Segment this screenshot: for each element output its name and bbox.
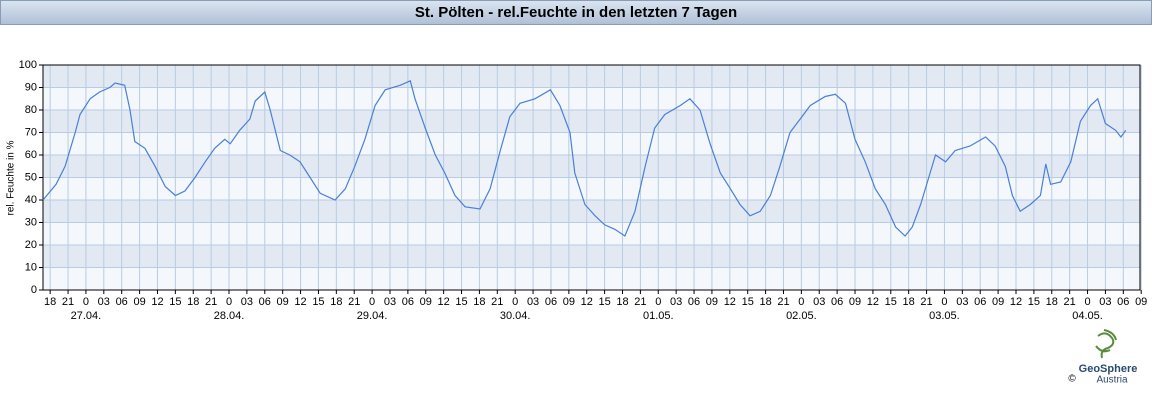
x-tick-label: 18 [759, 296, 771, 308]
copyright: © [1068, 374, 1076, 385]
x-tick-label: 21 [348, 296, 360, 308]
x-tick-label: 12 [1010, 296, 1022, 308]
x-tick-label: 0 [512, 296, 518, 308]
x-tick-label: 12 [294, 296, 306, 308]
x-tick-label: 09 [563, 296, 575, 308]
x-tick-label: 03 [527, 296, 539, 308]
date-label: 02.05. [786, 310, 817, 322]
x-tick-label: 18 [903, 296, 915, 308]
x-tick-label: 03 [1099, 296, 1111, 308]
y-tick-label: 10 [25, 261, 37, 273]
date-label: 01.05. [643, 310, 674, 322]
y-tick-label: 40 [25, 194, 37, 206]
x-tick-label: 15 [312, 296, 324, 308]
x-tick-label: 09 [133, 296, 145, 308]
title-bar [0, 0, 1152, 25]
y-tick-label: 0 [31, 284, 37, 296]
x-tick-label: 12 [151, 296, 163, 308]
grid-band [43, 245, 1140, 268]
x-tick-label: 15 [455, 296, 467, 308]
x-tick-label: 18 [1046, 296, 1058, 308]
x-tick-label: 09 [420, 296, 432, 308]
x-tick-label: 18 [330, 296, 342, 308]
x-tick-label: 12 [438, 296, 450, 308]
x-tick-label: 15 [598, 296, 610, 308]
logo-name: GeoSphere [1079, 363, 1138, 375]
logo: GeoSphere Austria © [1068, 329, 1138, 386]
x-tick-label: 03 [956, 296, 968, 308]
x-tick-label: 0 [798, 296, 804, 308]
x-tick-label: 21 [777, 296, 789, 308]
x-tick-label: 15 [885, 296, 897, 308]
x-tick-label: 09 [992, 296, 1004, 308]
y-tick-label: 60 [25, 149, 37, 161]
x-tick-label: 21 [634, 296, 646, 308]
grid-band [43, 110, 1140, 133]
date-label: 03.05. [929, 310, 960, 322]
x-tick-label: 0 [369, 296, 375, 308]
x-tick-label: 06 [831, 296, 843, 308]
date-label: 27.04. [71, 310, 102, 322]
x-tick-label: 06 [688, 296, 700, 308]
x-tick-label: 0 [83, 296, 89, 308]
y-axis-label: rel. Feuchte in % [6, 140, 17, 215]
x-tick-label: 18 [187, 296, 199, 308]
x-tick-label: 03 [384, 296, 396, 308]
x-tick-label: 03 [670, 296, 682, 308]
logo-sub: Austria [1096, 375, 1128, 386]
grid-band [43, 65, 1140, 88]
y-tick-label: 50 [25, 171, 37, 183]
x-tick-label: 18 [616, 296, 628, 308]
x-tick-label: 21 [491, 296, 503, 308]
x-tick-label: 03 [98, 296, 110, 308]
date-label: 04.05. [1072, 310, 1103, 322]
plot-area: 0 10 20 30 40 50 60 70 80 90 100 18 21 0 03 06 09 12 15 18 2… [19, 59, 1148, 322]
x-tick-label: 0 [226, 296, 232, 308]
x-tick-label: 15 [742, 296, 754, 308]
x-tick-label: 06 [402, 296, 414, 308]
date-label: 29.04. [357, 310, 388, 322]
date-label: 28.04. [214, 310, 245, 322]
x-tick-label: 18 [44, 296, 56, 308]
date-label: 30.04. [500, 310, 531, 322]
y-tick-label: 30 [25, 216, 37, 228]
logo-icon [1095, 329, 1117, 359]
x-tick-label: 18 [473, 296, 485, 308]
x-tick-label: 06 [116, 296, 128, 308]
x-tick-label: 03 [241, 296, 253, 308]
y-tick-label: 80 [25, 104, 37, 116]
x-tick-label: 21 [1064, 296, 1076, 308]
humidity-line [42, 79, 1127, 237]
x-tick-label: 21 [920, 296, 932, 308]
y-tick-label: 100 [19, 59, 37, 71]
y-tick-label: 70 [25, 126, 37, 138]
x-tick-label: 09 [277, 296, 289, 308]
chart-title: St. Pölten - rel.Feuchte in den letzten … [415, 4, 737, 21]
x-tick-label: 06 [545, 296, 557, 308]
x-tick-label: 21 [62, 296, 74, 308]
x-tick-label: 06 [259, 296, 271, 308]
x-tick-label: 15 [169, 296, 181, 308]
x-tick-label: 06 [1117, 296, 1129, 308]
x-tick-label: 12 [867, 296, 879, 308]
x-tick-label: 12 [581, 296, 593, 308]
plot-border [42, 64, 1141, 291]
x-tick-label: 03 [813, 296, 825, 308]
grid-band [43, 155, 1140, 178]
x-tick-label: 0 [655, 296, 661, 308]
x-tick-label: 0 [941, 296, 947, 308]
y-tick-label: 20 [25, 239, 37, 251]
x-tick-label: 09 [1135, 296, 1147, 308]
x-tick-label: 0 [1084, 296, 1090, 308]
x-tick-label: 06 [974, 296, 986, 308]
x-tick-label: 09 [849, 296, 861, 308]
x-tick-label: 09 [706, 296, 718, 308]
y-tick-label: 90 [25, 81, 37, 93]
x-tick-label: 15 [1028, 296, 1040, 308]
x-tick-label: 12 [724, 296, 736, 308]
x-tick-label: 21 [205, 296, 217, 308]
